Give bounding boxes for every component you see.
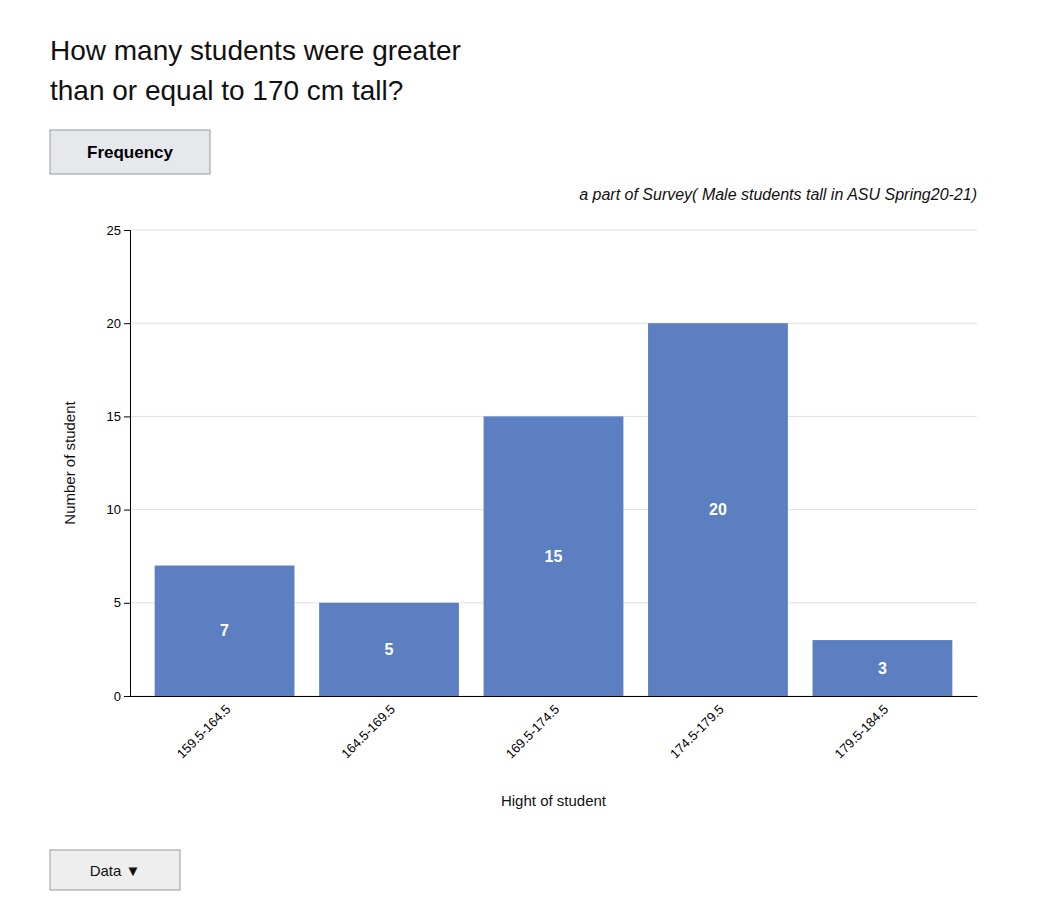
y-tick-label: 10 xyxy=(107,502,121,517)
x-tick: 164.5-169.5 xyxy=(338,702,398,762)
y-tick: 25 xyxy=(107,223,130,238)
y-tick-label: 5 xyxy=(114,595,121,610)
bar xyxy=(484,416,624,696)
x-tick-label: 164.5-169.5 xyxy=(338,702,398,762)
x-tick-label: 159.5-164.5 xyxy=(174,702,234,762)
y-tick-label: 15 xyxy=(107,409,121,424)
y-tick: 15 xyxy=(107,409,130,424)
x-axis: 159.5-164.5 164.5-169.5 169.5-174.5 174.5-1… xyxy=(131,697,978,762)
x-axis-title: Hight of student xyxy=(501,792,607,809)
y-axis-title: Number of student xyxy=(61,400,78,524)
y-tick: 20 xyxy=(107,316,130,331)
x-tick-label: 174.5-179.5 xyxy=(667,702,727,762)
bars xyxy=(155,323,953,696)
y-tick-mark xyxy=(124,323,130,324)
data-label: 7 xyxy=(220,622,229,639)
x-tick: 159.5-164.5 xyxy=(174,702,234,762)
y-tick-mark xyxy=(124,230,130,231)
bar xyxy=(319,603,459,696)
data-labels: 7 5 15 20 3 xyxy=(220,501,887,676)
bar xyxy=(813,640,953,696)
frequency-label: Frequency xyxy=(87,143,174,162)
x-tick-label: 169.5-174.5 xyxy=(503,702,563,762)
data-label: 15 xyxy=(545,548,563,565)
plot-area: 0 5 10 15 20 25 159.5-164.5 164.5-169.5 169.5-17… xyxy=(107,223,978,762)
y-tick-label: 25 xyxy=(107,223,121,238)
frequency-box xyxy=(50,130,210,174)
chart-svg: How many students were greater than or eq… xyxy=(0,0,1037,911)
grid-line xyxy=(130,230,977,231)
y-axis: 0 5 10 15 20 25 xyxy=(107,223,131,704)
y-tick: 10 xyxy=(107,502,130,517)
y-tick-label: 20 xyxy=(107,316,121,331)
x-tick: 179.5-184.5 xyxy=(832,702,892,762)
y-axis-line xyxy=(124,231,131,697)
data-button-label: Data ▼ xyxy=(90,862,141,879)
data-button xyxy=(50,850,180,890)
bar xyxy=(648,323,788,696)
x-tick: 174.5-179.5 xyxy=(667,702,727,762)
x-axis-line xyxy=(131,696,978,697)
data-label: 5 xyxy=(385,641,394,658)
y-tick: 0 xyxy=(114,689,130,704)
bar xyxy=(155,566,295,696)
chart-title: a part of Survey( Male students tall in … xyxy=(579,186,977,203)
grid-line xyxy=(130,323,977,324)
question-line: than or equal to 170 cm tall? xyxy=(50,75,403,106)
y-tick: 5 xyxy=(114,595,130,610)
y-tick-mark xyxy=(124,696,130,697)
y-tick-mark xyxy=(124,416,130,417)
question-line: How many students were greater xyxy=(50,35,461,66)
x-tick-label: 179.5-184.5 xyxy=(832,702,892,762)
y-tick-label: 0 xyxy=(114,689,121,704)
grid xyxy=(130,230,977,696)
data-label: 3 xyxy=(878,660,887,677)
y-tick-mark xyxy=(124,603,130,604)
y-tick-mark xyxy=(124,510,130,511)
data-label: 20 xyxy=(709,501,727,518)
x-tick: 169.5-174.5 xyxy=(503,702,563,762)
